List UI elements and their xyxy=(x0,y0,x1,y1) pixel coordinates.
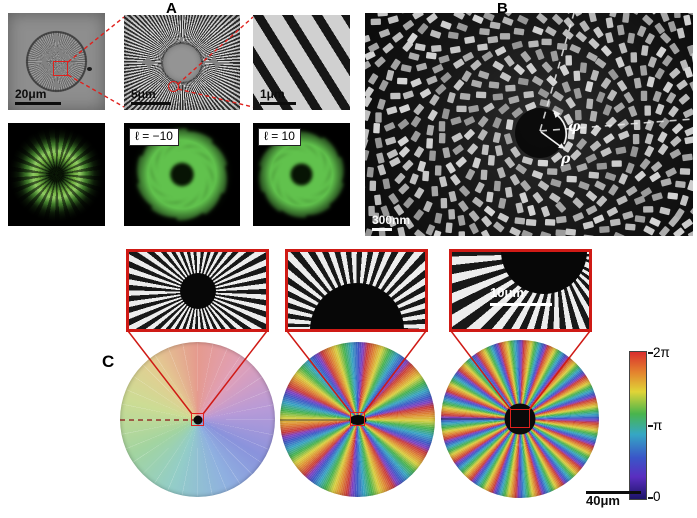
vortex-charge-badge: ℓ = −10 xyxy=(129,128,179,146)
rho-arrow-line xyxy=(540,131,561,147)
disk-center-dot xyxy=(349,414,366,425)
sem-overview-image: 20μm xyxy=(8,13,105,110)
scale-bar-1um: 1μm xyxy=(260,88,296,105)
colorbar-label-0: 0 xyxy=(653,489,661,504)
defect-speck xyxy=(87,67,92,71)
sem-inset-1 xyxy=(126,249,269,332)
vortex-charge-badge: ℓ = 10 xyxy=(258,128,301,146)
phi-label: φ xyxy=(568,119,581,135)
scale-bar-label: 300nm xyxy=(372,213,411,227)
scale-bar-line xyxy=(372,228,392,231)
scale-bar-300nm: 300nm xyxy=(372,214,410,231)
zoom-marker-square-3 xyxy=(510,409,530,428)
phi-arrow-head xyxy=(553,110,561,118)
vignette-layer xyxy=(8,123,105,226)
scale-bar-line xyxy=(260,102,296,105)
scale-bar-line xyxy=(131,102,171,105)
sem-inset-3: 10μm xyxy=(449,249,592,332)
nanopillar-sem-image: φ ρ 300nm xyxy=(365,13,693,236)
zoom-marker-square-1 xyxy=(191,413,204,426)
vortex-l-pos10-image: ℓ = 10 xyxy=(253,123,350,226)
vortex-donut-image xyxy=(8,123,105,226)
scale-bar-5um: 5μm xyxy=(131,88,171,105)
sem-inset-2 xyxy=(285,249,428,332)
phase-seam-line xyxy=(120,418,198,421)
colorbar-label-pi: π xyxy=(653,418,663,433)
colorbar-tick xyxy=(648,352,653,354)
zoom-roi-square xyxy=(53,61,68,76)
scale-bar-line xyxy=(490,303,552,306)
scale-bar-10um: 10μm xyxy=(490,286,552,306)
scale-bar-label: 1μm xyxy=(260,87,285,101)
phase-seam-line xyxy=(280,418,358,421)
panel-a-label: A xyxy=(166,0,177,17)
center-hole xyxy=(515,108,565,158)
zoom-marker-square-2 xyxy=(350,412,365,426)
colorbar-tick xyxy=(648,424,653,427)
scale-bar-40um: 40μm xyxy=(586,489,641,507)
sem-detail-image: 1μm xyxy=(253,15,350,110)
scale-bar-line xyxy=(586,491,641,494)
sem-zoom-image: 5μm xyxy=(124,15,240,110)
colorbar-label-2pi: 2π xyxy=(653,345,670,360)
scale-bar-line xyxy=(15,102,61,105)
scale-bar-label: 20μm xyxy=(15,87,47,101)
vortex-l-neg10-image: ℓ = −10 xyxy=(124,123,240,226)
inset-hole-circle xyxy=(179,272,216,309)
phase-colorbar xyxy=(629,351,653,500)
scale-bar-label: 10μm xyxy=(490,285,524,300)
phase-seam-line xyxy=(441,418,520,420)
zoom-roi-circle xyxy=(168,81,179,92)
colorbar-tick xyxy=(648,497,653,499)
nanopillar-sem-svg: φ ρ xyxy=(365,13,693,236)
scale-bar-label: 5μm xyxy=(131,87,156,101)
pillar-field xyxy=(365,13,693,236)
panel-b-label: B xyxy=(497,0,508,17)
inset-hole-circle xyxy=(309,283,404,329)
rho-label: ρ xyxy=(560,151,571,167)
scale-bar-20um: 20μm xyxy=(15,88,61,105)
etched-hole xyxy=(163,43,201,82)
disk-center-dot xyxy=(193,415,202,424)
panel-c-label: C xyxy=(102,352,115,371)
rho-arrow-head xyxy=(558,143,565,149)
scale-bar-label: 40μm xyxy=(586,493,620,508)
